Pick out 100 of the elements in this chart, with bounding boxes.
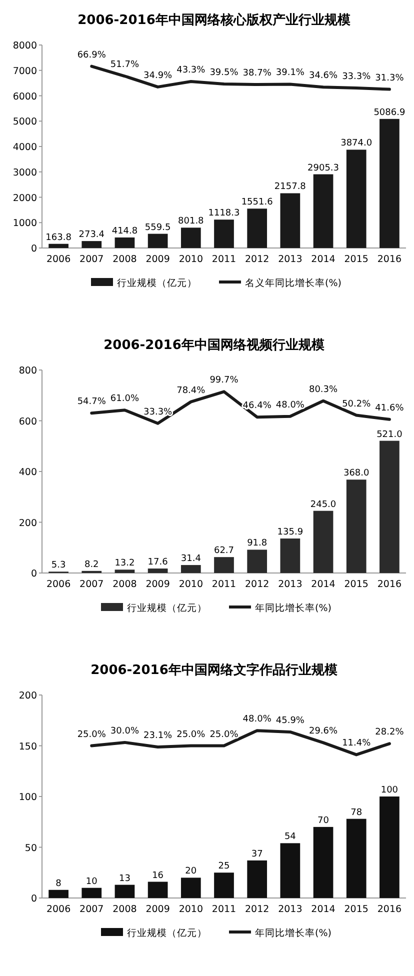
- x-tick-label: 2014: [311, 904, 336, 915]
- data-label: 33.3%: [342, 72, 372, 82]
- y-tick-label: 5000: [12, 116, 37, 128]
- data-label: 163.8: [46, 232, 72, 243]
- bar: [148, 234, 168, 248]
- bar: [214, 220, 234, 248]
- x-tick-label: 2014: [311, 254, 336, 265]
- data-label: 62.7: [214, 546, 234, 556]
- bar: [313, 826, 334, 898]
- y-tick-label: 1000: [12, 218, 37, 230]
- legend-label: 年同比增长率(%): [255, 927, 332, 939]
- data-label: 1551.6: [241, 198, 274, 208]
- data-label: 31.4: [180, 554, 202, 564]
- legend-label: 年同比增长率(%): [255, 602, 332, 614]
- x-tick-label: 2016: [377, 904, 402, 915]
- data-label: 28.2%: [375, 728, 404, 738]
- data-label: 66.9%: [77, 50, 106, 60]
- data-label: 13.2: [114, 558, 135, 569]
- x-tick-label: 2006: [46, 579, 71, 590]
- data-label: 45.9%: [276, 716, 305, 726]
- bar: [114, 884, 135, 898]
- legend-label: 行业规模（亿元）: [127, 927, 207, 939]
- data-label: 37: [251, 849, 263, 860]
- data-label: 70: [318, 816, 330, 826]
- data-label: 78.4%: [176, 386, 206, 396]
- x-tick-label: 2015: [344, 254, 368, 265]
- bar: [313, 510, 334, 573]
- chart-title: 2006-2016年中国网络视频行业规模: [104, 337, 324, 353]
- bar: [346, 480, 366, 573]
- y-tick-label: 7000: [12, 66, 37, 77]
- x-tick-label: 2011: [212, 579, 236, 590]
- data-label: 38.7%: [242, 68, 272, 79]
- data-label: 25.0%: [77, 730, 106, 740]
- x-tick-label: 2011: [212, 254, 236, 265]
- x-tick-label: 2012: [244, 579, 270, 590]
- data-label: 91.8: [247, 538, 268, 549]
- data-label: 48.0%: [242, 714, 272, 725]
- data-label: 43.3%: [176, 66, 206, 76]
- bar: [148, 882, 168, 898]
- x-tick-label: 2006: [46, 254, 71, 265]
- x-tick-label: 2013: [278, 254, 302, 265]
- data-label: 31.3%: [375, 73, 404, 84]
- legend-label: 行业规模（亿元）: [127, 602, 207, 614]
- data-label: 2905.3: [308, 163, 340, 174]
- data-label: 41.6%: [375, 403, 404, 414]
- data-label: 17.6: [148, 558, 168, 568]
- data-label: 99.7%: [210, 376, 239, 386]
- data-label: 16: [152, 870, 164, 881]
- data-label: 2157.8: [274, 182, 306, 192]
- bar: [280, 193, 300, 248]
- y-tick-label: 150: [18, 741, 37, 752]
- x-tick-label: 2008: [112, 254, 137, 265]
- data-label: 3874.0: [340, 138, 372, 149]
- bar: [180, 565, 201, 573]
- data-label: 801.8: [178, 216, 204, 227]
- x-tick-label: 2006: [46, 904, 71, 915]
- x-tick-label: 2010: [178, 579, 204, 590]
- bar: [313, 174, 334, 248]
- data-label: 51.7%: [110, 60, 140, 70]
- bar: [48, 890, 68, 898]
- data-label: 25.0%: [210, 730, 239, 740]
- bar: [247, 208, 268, 248]
- data-label: 559.5: [144, 222, 171, 233]
- x-tick-label: 2016: [377, 579, 402, 590]
- x-tick-label: 2009: [146, 579, 170, 590]
- bar: [48, 244, 68, 248]
- data-label: 20: [185, 866, 197, 877]
- data-label: 34.6%: [308, 71, 338, 82]
- bar: [82, 241, 102, 248]
- x-tick-label: 2010: [178, 904, 204, 915]
- data-label: 8: [56, 878, 62, 889]
- x-tick-label: 2008: [112, 904, 137, 915]
- bar: [180, 878, 201, 898]
- y-tick-label: 100: [18, 792, 37, 803]
- chart-title: 2006-2016年中国网络核心版权产业行业规模: [78, 12, 350, 28]
- data-label: 34.9%: [144, 70, 173, 81]
- x-tick-label: 2015: [344, 904, 368, 915]
- data-label: 5.3: [51, 560, 66, 571]
- data-label: 100: [380, 786, 398, 796]
- x-tick-label: 2007: [80, 579, 104, 590]
- data-label: 25: [218, 862, 230, 872]
- bar: [114, 237, 135, 248]
- data-label: 245.0: [310, 500, 336, 510]
- bar: [214, 872, 234, 898]
- data-label: 30.0%: [110, 726, 140, 736]
- bar: [82, 888, 102, 898]
- y-tick-label: 4000: [12, 142, 37, 153]
- y-tick-label: 600: [18, 416, 37, 428]
- data-label: 50.2%: [342, 399, 372, 410]
- data-label: 25.0%: [176, 730, 206, 740]
- x-tick-label: 2013: [278, 904, 302, 915]
- bar: [346, 150, 366, 248]
- x-tick-label: 2013: [278, 579, 302, 590]
- bar: [214, 557, 234, 573]
- x-tick-label: 2007: [80, 904, 104, 915]
- x-tick-label: 2012: [244, 904, 270, 915]
- bar: [280, 843, 300, 898]
- x-tick-label: 2014: [311, 579, 336, 590]
- data-label: 8.2: [84, 560, 99, 570]
- x-tick-label: 2008: [112, 579, 137, 590]
